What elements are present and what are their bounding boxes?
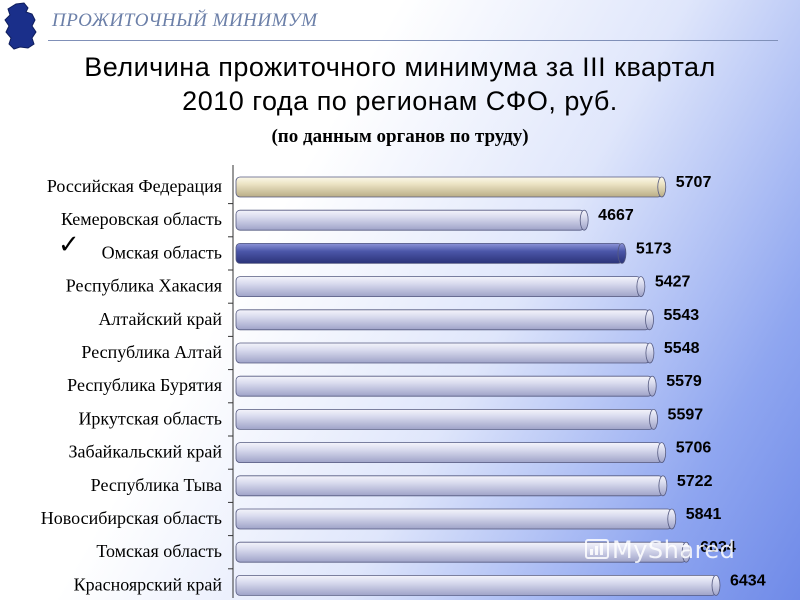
bar xyxy=(235,276,642,298)
bar-end-cap xyxy=(681,541,691,563)
category-label: Алтайский край xyxy=(98,309,222,329)
category-label: Забайкальский край xyxy=(69,442,223,462)
bar xyxy=(235,176,663,198)
category-label: Новосибирская область xyxy=(41,508,222,528)
category-label: Кемеровская область xyxy=(61,209,222,229)
checkmark-icon: ✓ xyxy=(58,230,80,260)
watermark-logo-icon xyxy=(585,539,609,559)
value-label: 5427 xyxy=(655,274,691,291)
category-label: Омская область xyxy=(102,242,222,262)
region-map-logo xyxy=(4,2,37,50)
bar xyxy=(235,442,663,464)
chart-title: Величина прожиточного минимума за III кв… xyxy=(0,50,800,118)
bar xyxy=(235,242,623,264)
bar-end-cap xyxy=(645,342,655,364)
bar xyxy=(235,342,651,364)
value-label: 5548 xyxy=(664,340,700,357)
chart-subtitle: (по данным органов по труду) xyxy=(271,126,529,147)
value-label: 5173 xyxy=(636,240,672,257)
value-label: 5841 xyxy=(686,506,722,523)
category-label: Республика Бурятия xyxy=(67,375,222,395)
bar xyxy=(235,209,585,231)
bar xyxy=(235,309,650,331)
value-label: 5579 xyxy=(666,373,702,390)
bar xyxy=(235,475,664,497)
bar-end-cap xyxy=(617,242,627,264)
value-label: 6434 xyxy=(730,572,766,589)
bar-end-cap xyxy=(647,375,657,397)
value-label: 4667 xyxy=(598,207,634,224)
bar-end-cap xyxy=(579,209,589,231)
bar-end-cap xyxy=(657,176,667,198)
value-label: 5706 xyxy=(676,440,712,457)
value-label: 6034 xyxy=(700,539,736,556)
category-label: Томская область xyxy=(96,541,222,561)
bar-end-cap xyxy=(658,475,668,497)
category-label: Республика Тыва xyxy=(91,475,222,495)
header-text: ПРОЖИТОЧНЫЙ МИНИМУМ xyxy=(52,10,318,31)
bar-end-cap xyxy=(657,442,667,464)
category-label: Российская Федерация xyxy=(47,176,222,196)
bar-end-cap xyxy=(649,408,658,430)
value-label: 5597 xyxy=(668,406,704,423)
category-label: Красноярский край xyxy=(74,574,223,594)
bar-end-cap xyxy=(636,276,646,298)
header-divider xyxy=(48,40,778,41)
category-label: Республика Алтай xyxy=(81,342,222,362)
bar xyxy=(235,375,653,397)
chart-title-line1: Величина прожиточного минимума за III кв… xyxy=(84,52,716,82)
value-label: 5543 xyxy=(664,307,700,324)
watermark-text: MyShared xyxy=(612,536,736,564)
bar xyxy=(235,575,717,596)
bar-end-cap xyxy=(645,309,654,331)
bar-end-cap xyxy=(711,575,721,596)
value-label: 5707 xyxy=(676,174,712,191)
bar xyxy=(235,508,673,530)
bar xyxy=(235,408,654,430)
category-label: Республика Хакасия xyxy=(66,276,222,296)
value-label: 5722 xyxy=(677,473,713,490)
category-label: Иркутская область xyxy=(78,408,222,428)
bar-end-cap xyxy=(667,508,677,530)
chart-title-line2: 2010 года по регионам СФО, руб. xyxy=(182,86,618,116)
